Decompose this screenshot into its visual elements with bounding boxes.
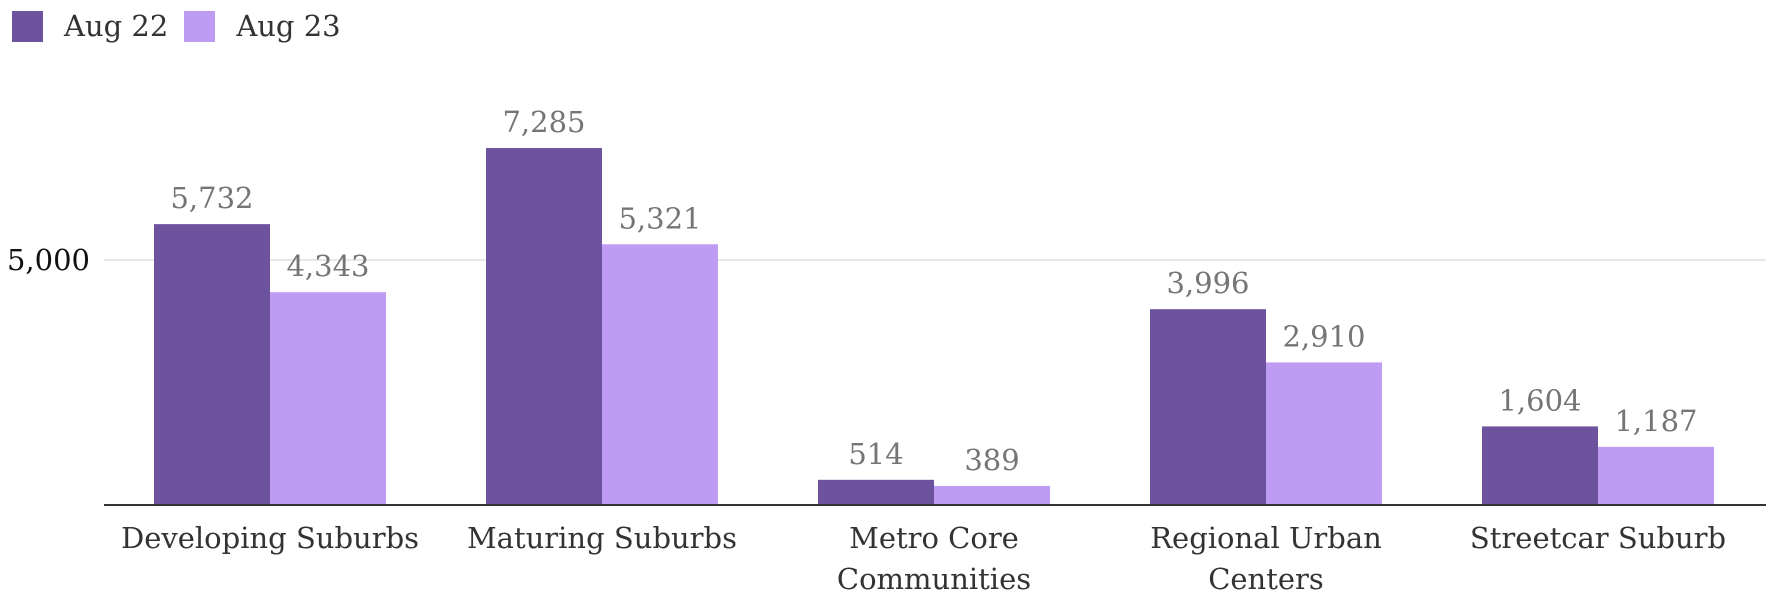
x-tick-label: Maturing Suburbs <box>467 521 737 555</box>
data-label: 2,910 <box>1282 319 1365 353</box>
data-label: 7,285 <box>502 105 585 139</box>
legend-item-aug-23[interactable]: Aug 23 <box>184 9 341 43</box>
legend-swatch-aug-22 <box>12 10 43 42</box>
legend-label-aug-23: Aug 23 <box>236 9 341 43</box>
bar <box>1150 309 1266 505</box>
bar <box>270 292 386 505</box>
legend-swatch-aug-23 <box>184 10 216 42</box>
data-label: 1,604 <box>1498 383 1581 417</box>
legend: Aug 22 Aug 23 <box>12 6 357 46</box>
bar <box>818 479 934 505</box>
x-tick-label: Developing Suburbs <box>121 521 419 555</box>
x-tick-label: Metro Core Communities <box>837 521 1031 593</box>
bar <box>1482 426 1598 505</box>
bar <box>1266 362 1382 505</box>
data-label: 389 <box>964 443 1019 477</box>
bar <box>602 244 718 505</box>
data-label: 4,343 <box>286 249 369 283</box>
data-label: 514 <box>848 437 903 471</box>
y-tick-label: 5,000 <box>7 243 90 277</box>
data-label: 1,187 <box>1614 404 1697 438</box>
legend-label-aug-22: Aug 22 <box>64 9 169 43</box>
x-tick-label: Streetcar Suburb <box>1470 521 1726 555</box>
x-tick-label: Regional Urban Centers <box>1150 521 1382 593</box>
bar <box>1598 446 1714 505</box>
legend-item-aug-22[interactable]: Aug 22 <box>12 9 168 43</box>
data-label: 5,732 <box>170 181 253 215</box>
bar <box>154 224 270 505</box>
bar <box>934 485 1050 505</box>
bar <box>486 148 602 505</box>
data-label: 5,321 <box>618 201 701 235</box>
data-label: 3,996 <box>1166 266 1249 300</box>
